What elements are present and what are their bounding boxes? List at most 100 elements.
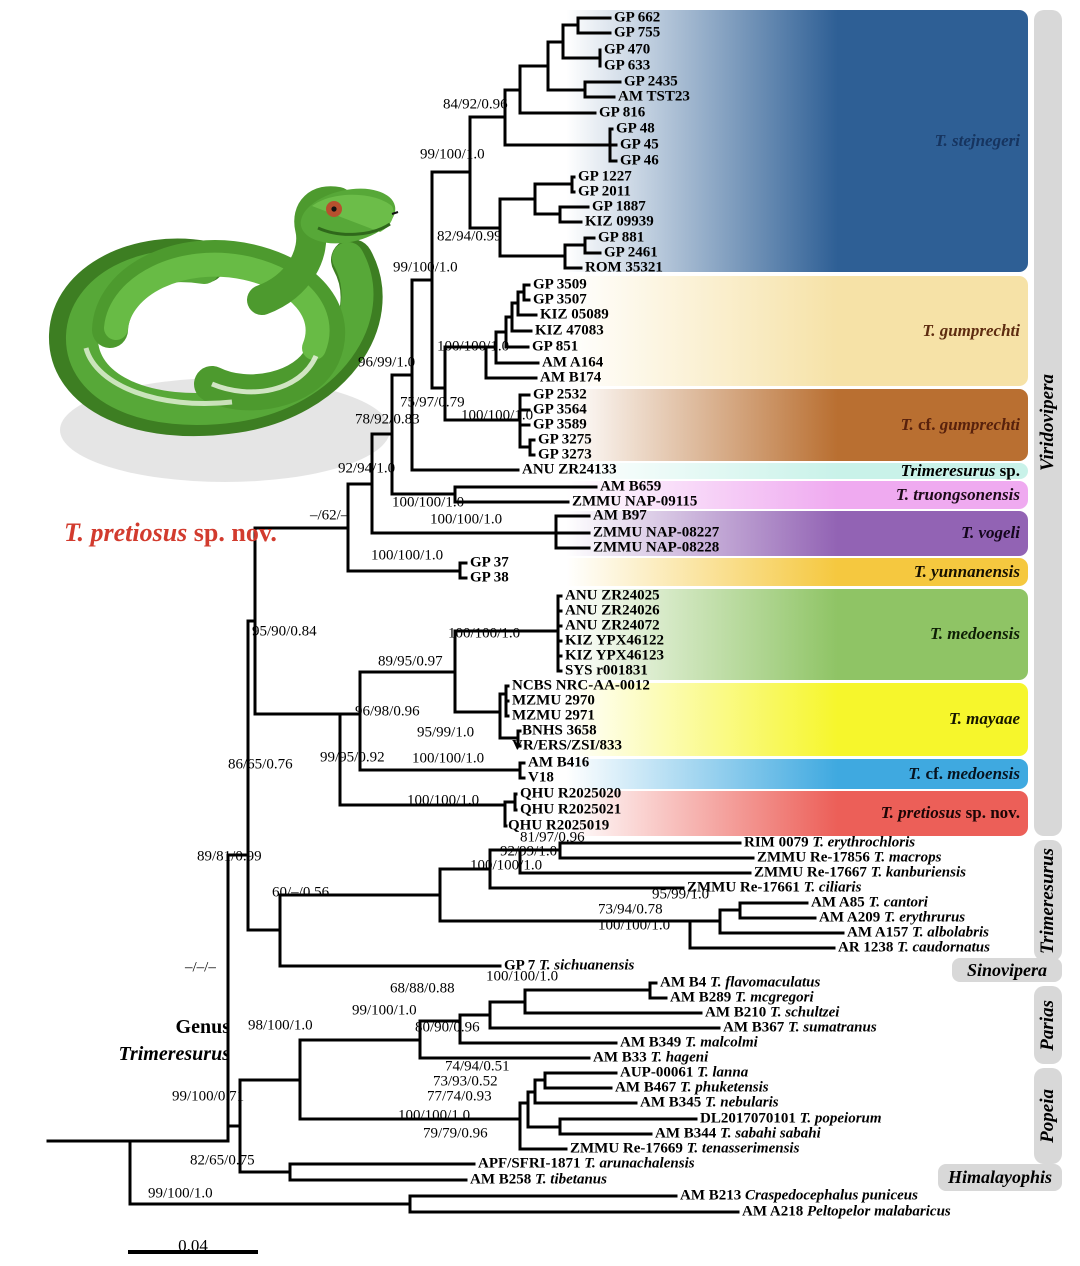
- tip-label: GP 755: [614, 24, 661, 41]
- support-value: 100/100/1.0: [437, 338, 510, 355]
- tip-label: GP 2461: [604, 244, 658, 261]
- support-value: 95/99/1.0: [417, 724, 475, 741]
- tip-label: GP 37: [470, 554, 509, 571]
- support-value: 99/100/1.0: [420, 146, 485, 163]
- support-value: 89/95/0.97: [378, 653, 443, 670]
- support-value: 78/92/0.83: [355, 411, 420, 428]
- clade-label: T. cf. gumprechti: [900, 415, 1020, 434]
- tip-label: GP 46: [620, 152, 659, 169]
- support-value: 77/74/0.93: [427, 1088, 492, 1105]
- support-value: 100/100/1.0: [412, 750, 485, 767]
- tip-label: AM B345 T. nebularis: [640, 1094, 779, 1111]
- tip-label: GP 45: [620, 136, 659, 153]
- tip-label: AM B213 Craspedocephalus puniceus: [680, 1187, 918, 1204]
- clade-label: Trimeresurus sp.: [900, 461, 1020, 480]
- tip-label: AM B349 T. malcolmi: [620, 1034, 758, 1051]
- tip-label: GP 7 T. sichuanensis: [504, 957, 635, 974]
- tip-label: ANU ZR24133: [522, 461, 617, 478]
- tip-label: ZMMU Re-17856 T. macrops: [757, 849, 942, 866]
- tip-label: AM B659: [600, 478, 662, 495]
- clade-label: T. pretiosus sp. nov.: [880, 803, 1020, 822]
- support-value: 80/90/0.96: [415, 1019, 480, 1036]
- tip-label: ROM 35321: [585, 259, 663, 276]
- genus-root-word: Genus: [175, 1016, 230, 1038]
- support-value: 79/79/0.96: [423, 1125, 488, 1142]
- tip-label: AM A157 T. albolabris: [847, 924, 989, 941]
- support-value: 100/100/1.0: [398, 1107, 471, 1124]
- tip-label: GP 3509: [533, 276, 587, 293]
- support-value: 95/99/1.0: [652, 886, 710, 903]
- tip-label: VR/ERS/ZSI/833: [512, 737, 623, 754]
- genus-bar: Parias: [1034, 986, 1062, 1064]
- tip-label: MZMU 2970: [512, 692, 595, 709]
- support-value: 99/100/0.71: [172, 1088, 245, 1105]
- new-species-name: T. pretiosus: [64, 518, 188, 547]
- tip-label: GP 2435: [624, 73, 678, 90]
- tip-label: GP 3589: [533, 416, 587, 433]
- support-value: 73/94/0.78: [598, 901, 663, 918]
- support-value: 73/93/0.52: [433, 1073, 498, 1090]
- support-value: 60/–/0.56: [272, 884, 330, 901]
- tip-label: ANU ZR24026: [565, 602, 660, 619]
- tip-label: V18: [528, 769, 554, 786]
- tip-label: GP 881: [598, 229, 645, 246]
- tip-label: AM B416: [528, 754, 590, 771]
- tip-label: GP 1887: [592, 198, 646, 215]
- support-value: 68/88/0.88: [390, 980, 455, 997]
- tip-label: GP 3275: [538, 431, 592, 448]
- tip-label: GP 662: [614, 9, 661, 26]
- support-value: 96/98/0.96: [355, 703, 420, 720]
- tip-label: AM B174: [540, 369, 602, 386]
- support-value: 95/90/0.84: [252, 623, 317, 640]
- tip-label: AM B467 T. phuketensis: [615, 1079, 769, 1096]
- support-value: 100/100/1.0: [470, 857, 543, 874]
- tip-label: ZMMU Re-17669 T. tenasserimensis: [570, 1140, 800, 1157]
- tip-label: APF/SFRI-1871 T. arunachalensis: [478, 1155, 695, 1172]
- support-value: 100/100/1.0: [461, 407, 534, 424]
- genus-root-label: Genus Trimeresurus: [96, 1014, 230, 1068]
- tip-label: QHU R2025019: [508, 817, 610, 834]
- tip-label: ZMMU Re-17661 T. ciliaris: [687, 879, 862, 896]
- support-value: –/–/–: [185, 959, 216, 976]
- tip-label: DL2017070101 T. popeiorum: [700, 1110, 882, 1127]
- tip-label: AM B367 T. sumatranus: [723, 1019, 877, 1036]
- tip-label: AM B289 T. mcgregori: [670, 989, 814, 1006]
- genus-bar: Popeia: [1034, 1068, 1062, 1164]
- tip-label: ZMMU NAP-09115: [572, 493, 698, 510]
- tip-label: GP 3564: [533, 401, 587, 418]
- tip-label: NCBS NRC-AA-0012: [512, 677, 650, 694]
- tip-label: GP 48: [616, 120, 655, 137]
- tip-label: AM A218 Peltopelor malabaricus: [742, 1203, 951, 1220]
- tip-label: BNHS 3658: [522, 722, 597, 739]
- tip-label: RIM 0079 T. erythrochloris: [744, 834, 916, 851]
- support-value: 75/97/0.79: [400, 394, 465, 411]
- clade-label: T. mayaae: [948, 709, 1020, 728]
- clade-label: T. stejnegeri: [934, 131, 1020, 150]
- genus-bar: Sinovipera: [952, 958, 1062, 982]
- tip-label: SYS r001831: [565, 662, 648, 679]
- tip-label: GP 2532: [533, 386, 587, 403]
- tip-label: GP 816: [599, 104, 646, 121]
- support-value: 100/100/1.0: [392, 494, 465, 511]
- support-value: 99/100/1.0: [352, 1002, 417, 1019]
- tip-label: ANU ZR24025: [565, 587, 660, 604]
- support-value: 100/100/1.0: [448, 625, 521, 642]
- support-value: 86/65/0.76: [228, 756, 293, 773]
- clade-label: T. medoensis: [929, 624, 1020, 643]
- tip-label: GP 633: [604, 57, 651, 74]
- support-value: 99/100/1.0: [148, 1185, 213, 1202]
- clade-label: T. gumprechti: [922, 321, 1020, 340]
- support-value: 99/95/0.92: [320, 749, 385, 766]
- tip-label: AM TST23: [618, 88, 690, 105]
- new-species-suffix: sp. nov.: [187, 518, 277, 547]
- support-value: 74/94/0.51: [445, 1058, 510, 1075]
- tip-label: AM B4 T. flavomaculatus: [660, 974, 821, 991]
- tip-label: ANU ZR24072: [565, 617, 660, 634]
- support-value: 81/97/0.96: [520, 829, 585, 846]
- tip-label: AM A209 T. erythrurus: [819, 909, 966, 926]
